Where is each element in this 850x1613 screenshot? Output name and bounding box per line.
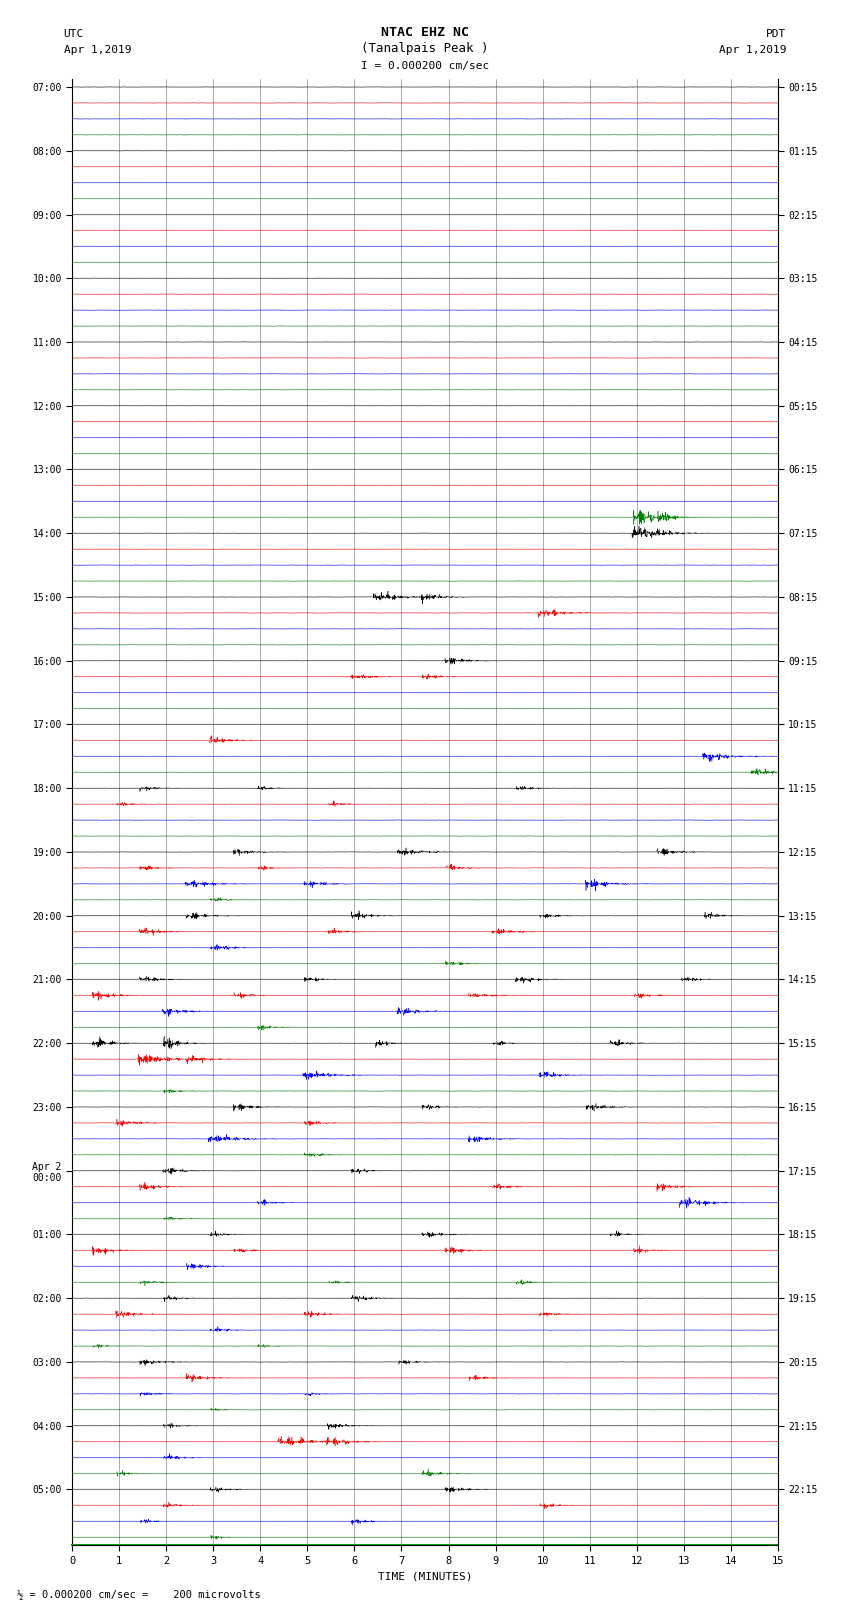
Text: PDT: PDT bbox=[766, 29, 786, 39]
Text: Apr 1,2019: Apr 1,2019 bbox=[64, 45, 131, 55]
Text: (Tanalpais Peak ): (Tanalpais Peak ) bbox=[361, 42, 489, 55]
Text: ½ = 0.000200 cm/sec =    200 microvolts: ½ = 0.000200 cm/sec = 200 microvolts bbox=[17, 1590, 261, 1600]
Text: I = 0.000200 cm/sec: I = 0.000200 cm/sec bbox=[361, 61, 489, 71]
Text: Apr 1,2019: Apr 1,2019 bbox=[719, 45, 786, 55]
Text: NTAC EHZ NC: NTAC EHZ NC bbox=[381, 26, 469, 39]
X-axis label: TIME (MINUTES): TIME (MINUTES) bbox=[377, 1571, 473, 1581]
Text: UTC: UTC bbox=[64, 29, 84, 39]
